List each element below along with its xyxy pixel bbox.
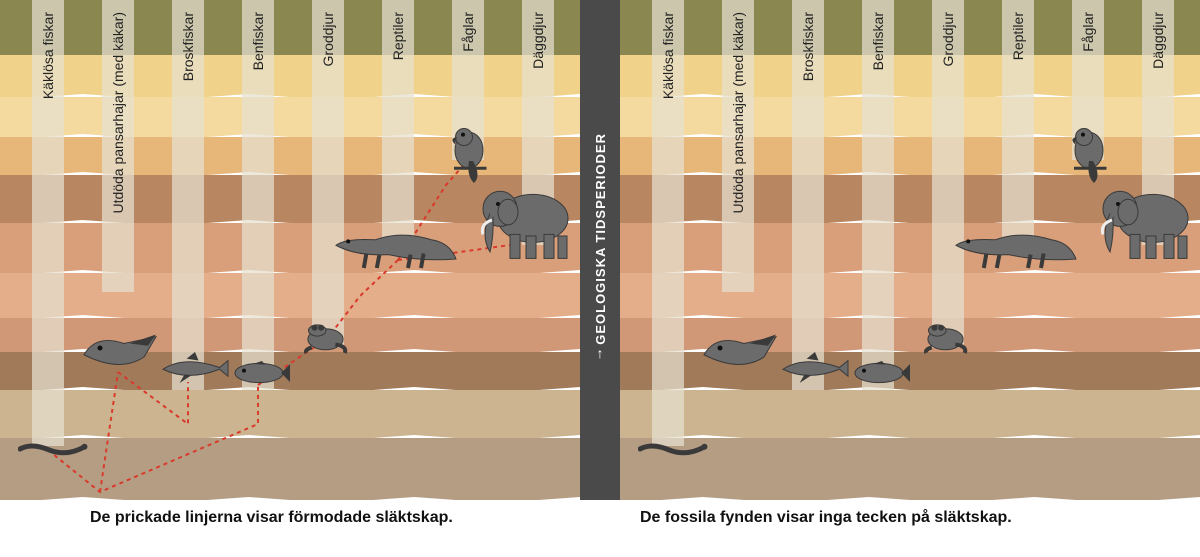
stratum bbox=[620, 273, 1200, 321]
stratum bbox=[620, 0, 1200, 55]
eel-icon bbox=[638, 438, 708, 460]
shark-icon bbox=[160, 350, 230, 385]
crocodile-icon bbox=[330, 215, 460, 270]
center-time-bar: GEOLOGISKA TIDSPERIODER ↑ bbox=[580, 0, 620, 500]
bonyfish-icon bbox=[232, 358, 292, 388]
lineage-label: Utdöda pansarhajar (med käkar) bbox=[730, 12, 746, 214]
stratum bbox=[620, 55, 1200, 100]
lineage-label: Benfiskar bbox=[870, 12, 886, 70]
panel-left: Käklösa fiskarUtdöda pansarhajar (med kä… bbox=[0, 0, 580, 500]
lineage-label: Reptiler bbox=[1010, 12, 1026, 60]
frog-icon bbox=[298, 320, 353, 355]
lineage-column: Broskfiskar bbox=[792, 0, 824, 390]
elephant-icon bbox=[1098, 180, 1198, 260]
lineage-label: Däggdjur bbox=[1150, 12, 1166, 69]
lineage-label: Groddjur bbox=[940, 12, 956, 66]
parrot-icon bbox=[444, 125, 494, 185]
lineage-column: Utdöda pansarhajar (med käkar) bbox=[722, 0, 754, 292]
lineage-column: Reptiler bbox=[1002, 0, 1034, 250]
arrow-up-icon: ↑ bbox=[597, 345, 604, 361]
caption-right: De fossila fynden visar inga tecken på s… bbox=[620, 508, 1200, 529]
caption-left: De prickade linjerna visar förmodade slä… bbox=[0, 508, 580, 529]
stratum bbox=[620, 390, 1200, 441]
placoderm-icon bbox=[700, 330, 780, 375]
placoderm-icon bbox=[80, 330, 160, 375]
frog-icon bbox=[918, 320, 973, 355]
elephant-icon bbox=[478, 180, 578, 260]
lineage-label: Fåglar bbox=[1080, 12, 1096, 52]
lineage-label: Broskfiskar bbox=[800, 12, 816, 81]
parrot-icon bbox=[1064, 125, 1114, 185]
captions-row: De prickade linjerna visar förmodade slä… bbox=[0, 508, 1200, 529]
eel-icon bbox=[18, 438, 88, 460]
panel-right: Käklösa fiskar Utdöda pansarhajar (med kä… bbox=[620, 0, 1200, 500]
diagram-container: Käklösa fiskar Utdöda pansarhajar (med kä… bbox=[0, 0, 1200, 500]
lineage-column: Käklösa fiskar bbox=[652, 0, 684, 446]
relationship-line bbox=[100, 372, 118, 492]
lineage-column: Benfiskar bbox=[862, 0, 894, 390]
lineage-label: Käklösa fiskar bbox=[660, 12, 676, 99]
bonyfish-icon bbox=[852, 358, 912, 388]
lineage-column: Groddjur bbox=[932, 0, 964, 348]
center-bar-label: GEOLOGISKA TIDSPERIODER bbox=[593, 133, 608, 345]
crocodile-icon bbox=[950, 215, 1080, 270]
shark-icon bbox=[780, 350, 850, 385]
